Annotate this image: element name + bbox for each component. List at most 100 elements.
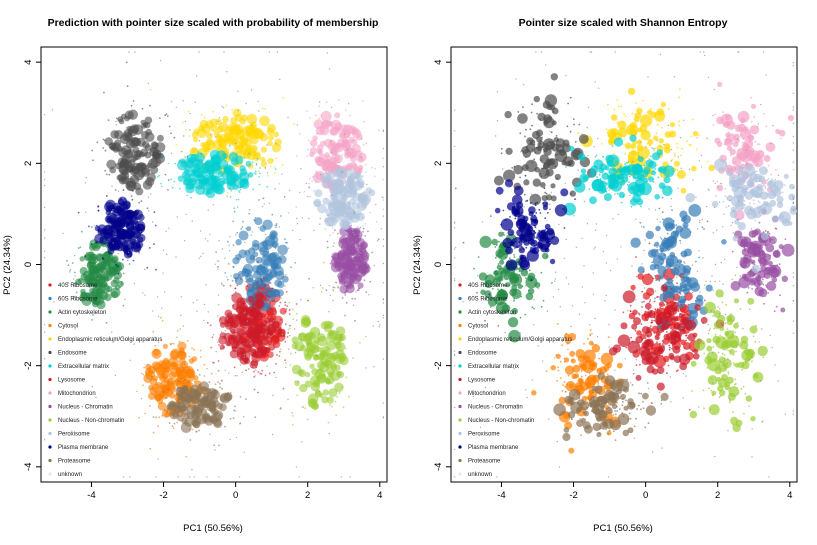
data-point	[708, 404, 720, 416]
data-point	[321, 172, 332, 183]
data-point	[308, 182, 311, 185]
data-point	[691, 390, 693, 392]
data-point	[115, 120, 117, 123]
data-point	[295, 206, 298, 208]
data-point	[716, 229, 718, 231]
data-point	[641, 290, 643, 293]
data-point	[770, 276, 773, 279]
data-point	[117, 252, 119, 255]
data-point	[279, 318, 282, 321]
data-point	[186, 339, 189, 342]
data-point	[102, 258, 104, 260]
data-point	[658, 279, 661, 282]
data-point	[504, 331, 506, 334]
data-point	[241, 371, 243, 374]
data-point	[513, 206, 516, 209]
data-point	[746, 291, 749, 294]
data-point	[676, 260, 679, 263]
data-point	[257, 276, 259, 278]
data-point	[533, 307, 535, 310]
data-point	[685, 375, 687, 377]
data-point	[633, 425, 636, 428]
data-point	[656, 246, 658, 249]
data-point	[206, 476, 208, 478]
data-point	[219, 394, 228, 402]
data-point	[203, 319, 205, 322]
data-point	[239, 179, 250, 190]
data-point	[328, 432, 330, 435]
data-point	[278, 355, 281, 357]
data-point	[380, 228, 382, 230]
data-point	[257, 287, 259, 289]
data-point	[284, 323, 287, 326]
data-point	[67, 281, 69, 284]
data-point	[734, 219, 740, 225]
data-point	[533, 299, 535, 301]
data-point	[722, 200, 725, 203]
data-point	[765, 284, 767, 287]
legend-marker	[48, 391, 52, 395]
data-point	[453, 365, 456, 367]
data-point	[152, 431, 155, 434]
data-point	[712, 311, 715, 314]
data-point	[669, 223, 676, 230]
data-point	[735, 335, 738, 338]
data-point	[554, 280, 556, 282]
data-point	[502, 168, 504, 170]
data-point	[679, 293, 682, 295]
data-point	[654, 274, 657, 277]
legend-label: Cytosol	[58, 324, 78, 330]
data-point	[382, 157, 385, 160]
data-point	[650, 107, 652, 110]
data-point	[263, 197, 265, 199]
data-point	[350, 229, 359, 238]
data-point	[567, 343, 569, 345]
data-point	[345, 238, 356, 249]
data-point	[749, 259, 752, 262]
data-point	[75, 291, 78, 294]
data-point	[625, 346, 628, 349]
data-point	[635, 364, 638, 367]
data-point	[287, 398, 289, 400]
data-point	[780, 307, 786, 313]
data-point	[726, 362, 728, 365]
data-point	[741, 368, 744, 371]
data-point	[540, 305, 543, 308]
data-point	[722, 322, 725, 325]
data-point	[570, 401, 583, 414]
data-point	[334, 281, 337, 284]
data-point	[188, 183, 195, 190]
data-point	[149, 104, 151, 107]
data-point	[539, 118, 542, 121]
data-point	[753, 235, 756, 238]
data-point	[572, 394, 575, 396]
data-point	[366, 266, 369, 269]
data-point	[535, 147, 538, 149]
data-point	[619, 393, 626, 400]
data-point	[762, 420, 764, 422]
data-point	[268, 202, 271, 204]
data-point	[578, 361, 586, 369]
data-point	[554, 278, 556, 280]
data-point	[756, 143, 759, 146]
data-point	[792, 198, 795, 200]
data-point	[596, 176, 598, 179]
data-point	[255, 162, 258, 165]
data-point	[685, 276, 692, 284]
data-point	[612, 218, 614, 220]
data-point	[119, 276, 121, 278]
data-point	[224, 257, 226, 259]
data-point	[191, 131, 199, 139]
data-point	[642, 226, 645, 228]
data-point	[304, 332, 314, 342]
legend-label: 60S Ribosome	[58, 297, 98, 303]
data-point	[256, 275, 258, 277]
data-point	[761, 205, 764, 208]
data-point	[285, 291, 288, 293]
data-point	[228, 144, 231, 147]
data-point	[218, 444, 220, 447]
data-point	[713, 206, 716, 209]
data-point	[594, 344, 596, 346]
legend-marker	[48, 445, 52, 449]
data-point	[641, 306, 643, 308]
